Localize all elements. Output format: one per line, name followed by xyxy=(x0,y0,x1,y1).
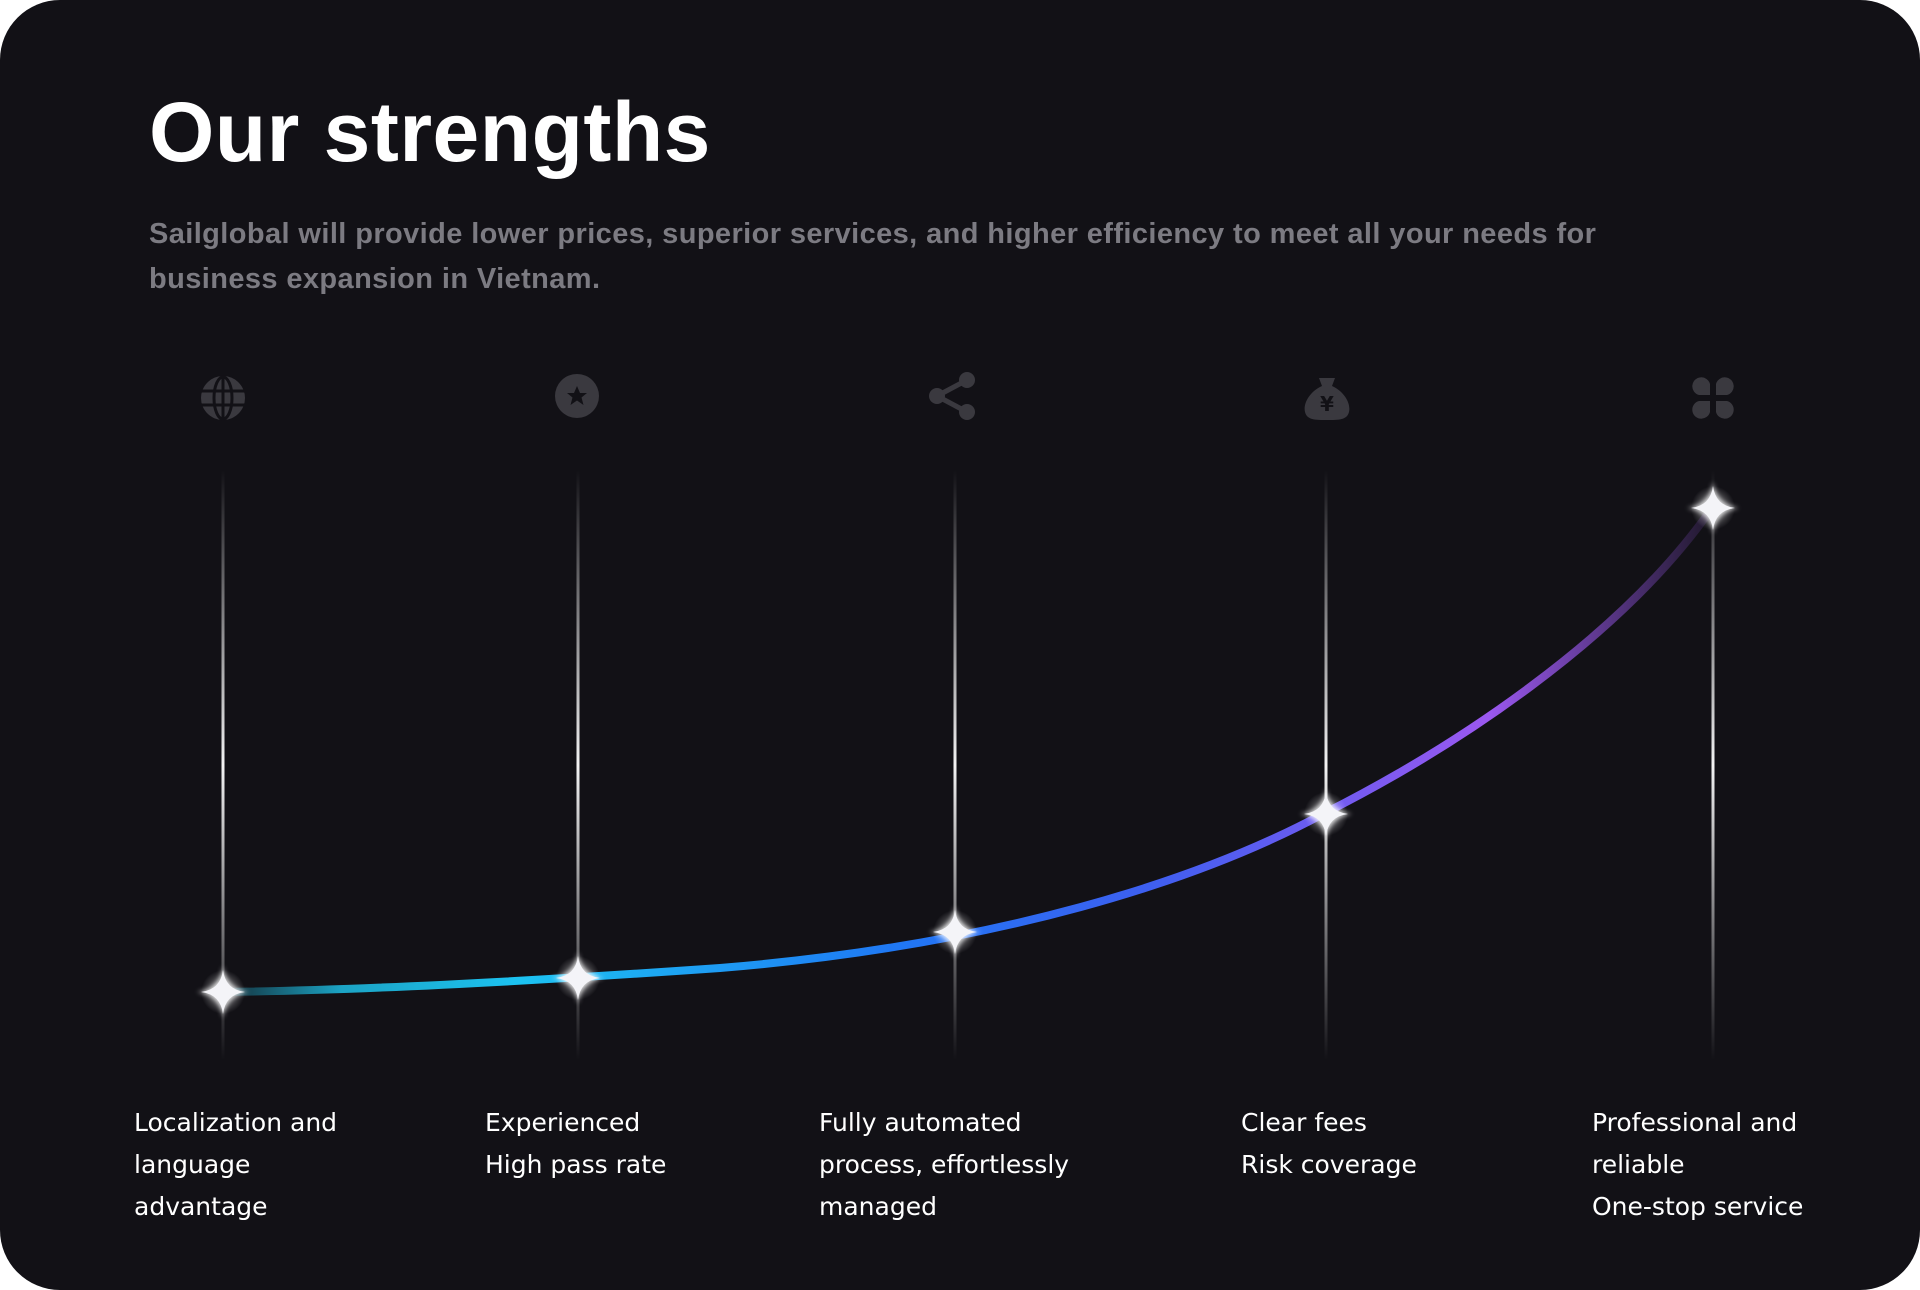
strength-label: Experienced High pass rate xyxy=(485,1102,666,1186)
sparkle-marker xyxy=(929,906,981,958)
column-light-line xyxy=(953,470,957,1060)
svg-text:¥: ¥ xyxy=(1320,392,1334,416)
strength-label-line: Localization and xyxy=(134,1108,338,1137)
strength-label: Localization and language advantage xyxy=(134,1102,337,1228)
strength-label-line: Risk coverage xyxy=(1241,1150,1417,1179)
strength-label-line: One-stop service xyxy=(1592,1192,1804,1221)
strength-label: Fully automated process, effortlessly mana… xyxy=(819,1102,1069,1228)
four-leaf-grid-icon xyxy=(1692,377,1734,419)
strength-label: Clear fees Risk coverage xyxy=(1241,1102,1417,1186)
column-light-line xyxy=(221,470,225,1060)
share-icon xyxy=(929,372,975,420)
section-title: Our strengths xyxy=(149,85,711,179)
sparkle-marker xyxy=(1300,788,1352,840)
column-light-line xyxy=(576,470,580,1060)
strength-label-line: advantage xyxy=(134,1192,268,1221)
strength-label-line: reliable xyxy=(1592,1150,1685,1179)
section-subtitle: Sailglobal will provide lower prices, su… xyxy=(149,218,1597,295)
strength-label: Professional and reliable One-stop service xyxy=(1592,1102,1803,1228)
sparkle-marker xyxy=(197,966,249,1018)
money-bag-yen-icon: ¥ xyxy=(1304,378,1350,420)
sparkle-marker xyxy=(552,952,604,1004)
column-light-line xyxy=(1324,470,1328,1060)
strength-label-line: process, effortlessly xyxy=(819,1150,1070,1179)
strength-label-line: Experienced xyxy=(485,1108,641,1137)
strength-label-line: High pass rate xyxy=(485,1150,667,1179)
strength-label-line: Clear fees xyxy=(1241,1108,1367,1137)
star-badge-icon xyxy=(555,374,599,418)
column-light-line xyxy=(1711,470,1715,1060)
strength-label-line: Fully automated xyxy=(819,1108,1022,1137)
sparkle-marker xyxy=(1687,482,1739,534)
strength-label-line: Professional and xyxy=(1592,1108,1798,1137)
strength-label-line: language xyxy=(134,1150,251,1179)
strength-label-line: managed xyxy=(819,1192,937,1221)
growth-curve xyxy=(218,504,1716,996)
globe-icon xyxy=(201,375,245,421)
